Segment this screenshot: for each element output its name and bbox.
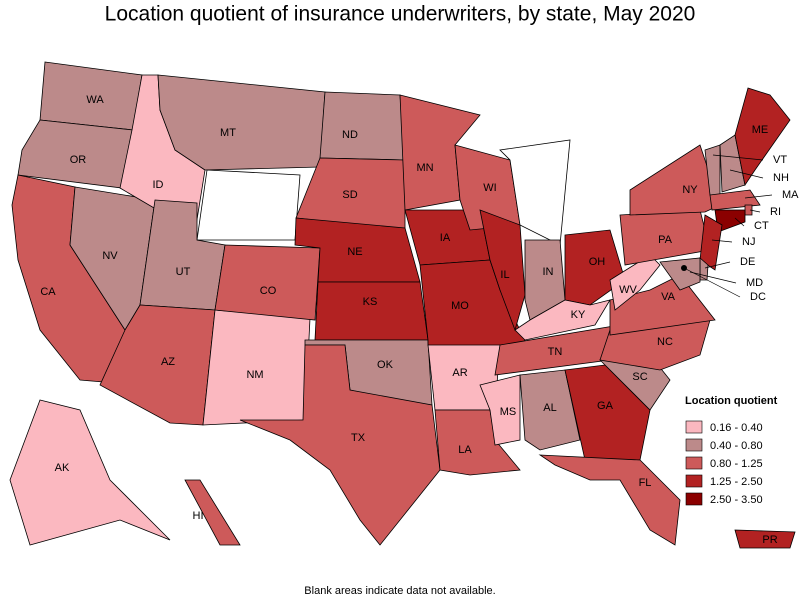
label-leader — [734, 217, 745, 227]
state-label: IN — [543, 266, 554, 278]
state-label: OH — [589, 256, 606, 268]
state-label: VT — [773, 154, 787, 166]
state — [479, 374, 521, 446]
label-leader — [749, 209, 761, 213]
state-label: MS — [500, 406, 517, 418]
state-label: SC — [632, 371, 647, 383]
state — [519, 369, 581, 451]
state-label: MA — [782, 189, 799, 201]
state-label: ND — [342, 129, 358, 141]
state-label: NE — [347, 246, 362, 258]
state-label: NV — [102, 250, 118, 262]
legend: Location quotient 0.16 - 0.40 0.40 - 0.80… — [685, 395, 778, 506]
legend-swatch — [685, 438, 703, 452]
legend-label: 0.40 - 0.80 — [710, 440, 763, 452]
state-label: TX — [351, 432, 366, 444]
state-label: KS — [363, 296, 378, 308]
state — [659, 257, 701, 291]
state-label: AZ — [161, 356, 175, 368]
map-title: Location quotient of insurance underwrit… — [105, 3, 696, 26]
state-label: RI — [770, 206, 781, 218]
label-leader — [729, 169, 764, 179]
state-label: VA — [661, 291, 676, 303]
legend-label: 0.80 - 1.25 — [710, 458, 763, 470]
state-label: WI — [483, 182, 496, 194]
state-label: NH — [773, 172, 789, 184]
state-label: MN — [416, 162, 433, 174]
legend-label: 0.16 - 0.40 — [710, 422, 763, 434]
state-label: DC — [750, 291, 766, 303]
state — [17, 119, 134, 189]
states — [9, 61, 796, 549]
state-label: OR — [70, 154, 87, 166]
state-labels: WAORCANVIDMTWYUTAZNMCONDSDNEKSOKTXMNIAMO… — [40, 94, 799, 546]
state-label: AL — [543, 402, 556, 414]
state — [157, 74, 326, 171]
state-label: AK — [55, 462, 70, 474]
state-label: HI — [193, 510, 204, 522]
state — [514, 299, 611, 341]
state — [609, 274, 716, 336]
state-label: KY — [571, 309, 586, 321]
state-label: IA — [440, 232, 451, 244]
state-label: AR — [452, 367, 467, 379]
state-label: WV — [619, 284, 637, 296]
state-label: ME — [752, 124, 769, 136]
state-label: ID — [153, 179, 164, 191]
state — [699, 214, 723, 271]
state-label: MT — [220, 127, 236, 139]
state-label: PA — [658, 234, 673, 246]
footnote: Blank areas indicate data not available. — [304, 585, 495, 597]
state-label: CA — [40, 286, 56, 298]
state-label: UT — [176, 266, 191, 278]
state-label: FL — [639, 477, 652, 489]
state — [202, 309, 311, 426]
state-label: WA — [86, 94, 104, 106]
state — [734, 87, 791, 187]
state — [564, 229, 626, 306]
state-label: NY — [682, 184, 698, 196]
legend-title: Location quotient — [685, 395, 778, 407]
state — [214, 244, 321, 321]
legend-swatch — [685, 474, 703, 488]
state — [538, 454, 681, 546]
state-label: CT — [754, 220, 769, 232]
state — [196, 169, 301, 241]
state — [314, 281, 429, 341]
state — [319, 91, 406, 161]
label-leader — [711, 239, 733, 243]
state-label: NM — [246, 369, 263, 381]
state — [184, 479, 241, 546]
state-label: CO — [260, 285, 277, 297]
state-label: MD — [746, 277, 763, 289]
state — [239, 344, 441, 546]
state-label: SD — [342, 189, 357, 201]
state — [9, 399, 171, 546]
state-label: IL — [500, 269, 509, 281]
state — [734, 529, 796, 549]
label-leader — [704, 261, 731, 269]
label-leader — [689, 271, 737, 284]
state-label: LA — [458, 444, 472, 456]
state-label: NC — [657, 336, 673, 348]
state-label: OK — [377, 359, 394, 371]
state-label: TN — [548, 346, 563, 358]
legend-label: 2.50 - 3.50 — [710, 494, 763, 506]
legend-swatch — [685, 456, 703, 470]
state-label: NJ — [742, 236, 755, 248]
state-label: DE — [740, 256, 755, 268]
legend-swatch — [685, 420, 703, 434]
label-leader — [744, 194, 773, 199]
state-label: MO — [451, 300, 469, 312]
label-leader — [712, 154, 764, 161]
legend-label: 1.25 - 2.50 — [710, 476, 763, 488]
state — [499, 139, 571, 246]
state-label: PR — [762, 534, 777, 546]
label-leader — [683, 267, 741, 298]
state-label: GA — [597, 400, 614, 412]
legend-swatch — [685, 492, 703, 506]
